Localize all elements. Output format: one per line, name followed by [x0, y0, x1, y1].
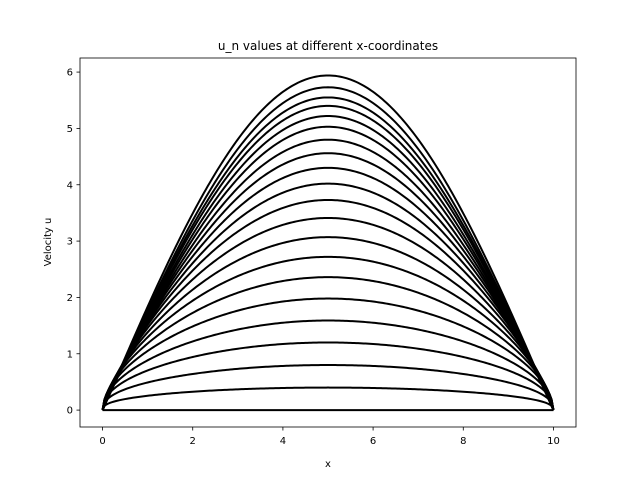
x-tick-label: 2 — [190, 436, 196, 447]
series-line-17 — [101, 104, 555, 411]
series-line-8 — [101, 236, 555, 411]
plot-frame — [79, 57, 577, 428]
series-line-9 — [101, 216, 555, 411]
series-line-1 — [101, 386, 555, 411]
series-line-15 — [101, 125, 555, 411]
y-tick-label: 0 — [67, 406, 73, 417]
chart-title: u_n values at different x-coordinates — [218, 39, 438, 53]
y-tick-label: 1 — [67, 349, 73, 360]
series-line-10 — [101, 198, 555, 411]
series-line-5 — [101, 297, 555, 411]
y-tick-label: 6 — [67, 68, 73, 79]
x-tick-label: 6 — [370, 436, 376, 447]
x-axis: 0 2 4 6 8 10 — [99, 427, 560, 447]
series-line-19 — [101, 86, 555, 411]
series-line-3 — [101, 341, 555, 411]
series-line-18 — [101, 96, 555, 411]
y-axis: 0 1 2 3 4 5 6 — [67, 68, 80, 417]
y-tick-label: 4 — [67, 180, 73, 191]
y-tick-label: 3 — [67, 237, 73, 248]
x-tick-label: 4 — [280, 436, 286, 447]
series-line-4 — [101, 319, 555, 411]
y-tick-label: 2 — [67, 293, 73, 304]
x-tick-label: 10 — [547, 436, 560, 447]
x-axis-label: x — [325, 459, 331, 470]
x-tick-label: 8 — [460, 436, 466, 447]
series-line-16 — [101, 115, 555, 411]
series-line-14 — [101, 138, 555, 411]
series-line-20 — [101, 74, 555, 411]
y-tick-label: 5 — [67, 124, 73, 135]
series-line-7 — [101, 255, 555, 411]
series-line-11 — [101, 182, 555, 411]
plot-area — [79, 57, 577, 428]
series-line-6 — [101, 276, 555, 411]
y-axis-label: Velocity u — [43, 218, 54, 267]
curves-group — [101, 74, 555, 412]
series-line-13 — [101, 152, 555, 411]
series-line-2 — [101, 364, 555, 411]
x-tick-label: 0 — [99, 436, 105, 447]
series-line-12 — [101, 166, 555, 411]
